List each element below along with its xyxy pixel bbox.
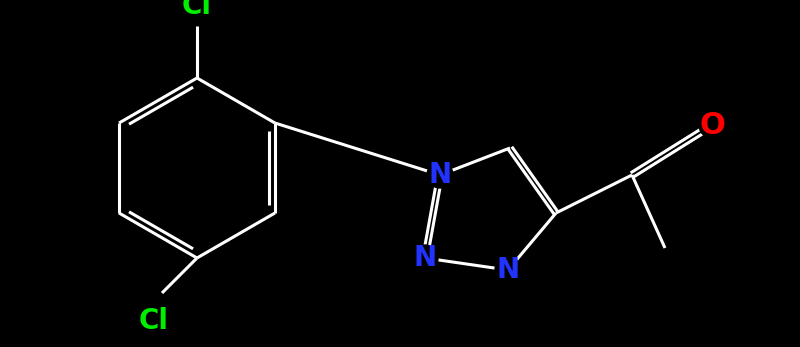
Circle shape xyxy=(699,112,725,138)
Text: Cl: Cl xyxy=(139,307,169,335)
Text: N: N xyxy=(414,244,437,272)
Circle shape xyxy=(427,162,453,188)
Text: N: N xyxy=(497,256,519,284)
Text: N: N xyxy=(429,161,451,189)
Circle shape xyxy=(412,245,438,271)
Text: O: O xyxy=(699,110,725,139)
Text: Cl: Cl xyxy=(182,0,212,20)
Circle shape xyxy=(495,257,521,283)
